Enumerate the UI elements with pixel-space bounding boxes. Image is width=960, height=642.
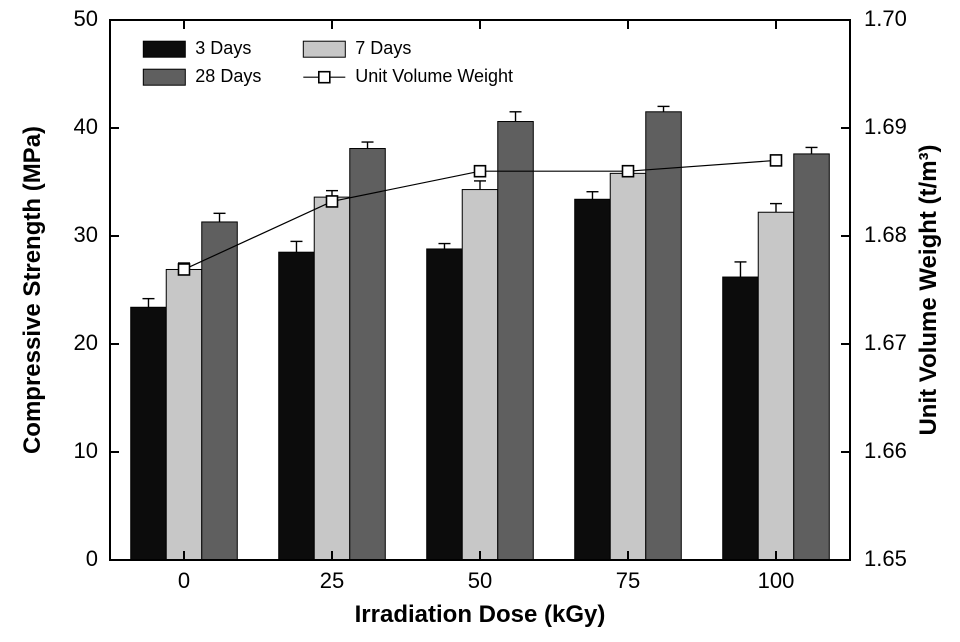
bar [131,307,167,560]
x-tick-label: 100 [758,568,795,593]
y-right-tick-label: 1.65 [864,546,907,571]
y-left-tick-label: 10 [74,438,98,463]
chart-container: 0 10 20 30 40 50 1.65 1.66 1.67 1.68 1.69 1.70 0 25 50… [0,0,960,642]
y-left-tick-label: 0 [86,546,98,571]
y-right-axis-label: Unit Volume Weight (t/m³) [915,144,942,435]
line-marker [475,166,486,177]
bar [723,277,759,560]
line-marker [623,166,634,177]
y-left-tick-label: 20 [74,330,98,355]
bar [646,112,682,560]
y-right-tick-label: 1.69 [864,114,907,139]
bar [279,252,315,560]
x-tick-label: 25 [320,568,344,593]
legend-label: 7 Days [355,38,411,58]
y-left-axis-label: Compressive Strength (MPa) [19,126,46,454]
x-axis-label: Irradiation Dose (kGy) [355,601,606,628]
bar [498,122,534,560]
x-tick-label: 50 [468,568,492,593]
y-left-tick-label: 40 [74,114,98,139]
bar [350,149,386,560]
line-marker [327,196,338,207]
bar [166,269,202,560]
bar [758,212,794,560]
legend-label: 28 Days [195,66,261,86]
bar [427,249,463,560]
line-marker [771,155,782,166]
y-left-tick-label: 30 [74,222,98,247]
bar [794,154,830,560]
dual-axis-bar-line-chart: 0 10 20 30 40 50 1.65 1.66 1.67 1.68 1.69 1.70 0 25 50… [0,0,960,642]
bar [575,199,611,560]
line-marker [179,264,190,275]
y-right-tick-label: 1.66 [864,438,907,463]
x-tick-label: 0 [178,568,190,593]
bar [462,190,498,560]
legend-label: 3 Days [195,38,251,58]
y-right-tick-label: 1.68 [864,222,907,247]
bar [202,222,238,560]
bar [610,173,646,560]
x-tick-label: 75 [616,568,640,593]
y-right-tick-label: 1.70 [864,6,907,31]
y-left-tick-label: 50 [74,6,98,31]
bar [314,197,350,560]
y-right-tick-label: 1.67 [864,330,907,355]
legend-label: Unit Volume Weight [355,66,513,86]
